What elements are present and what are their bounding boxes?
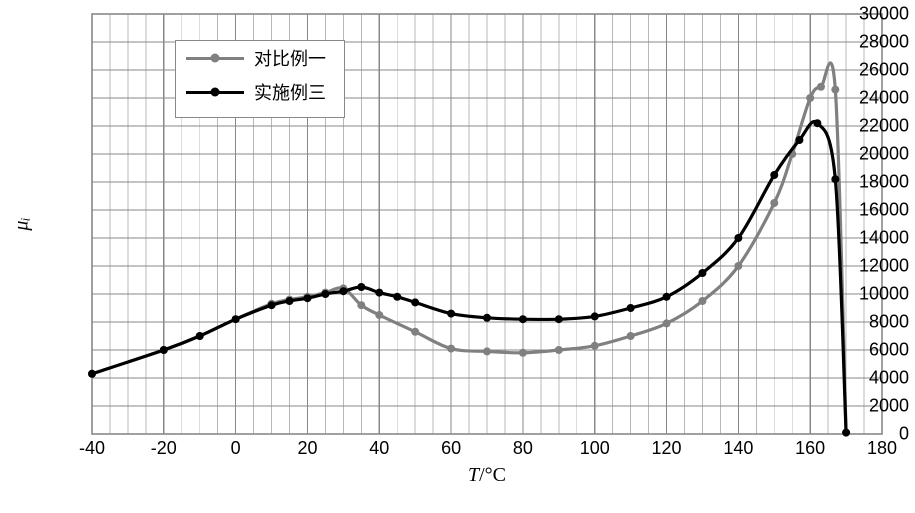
x-axis-unit: /°C: [479, 464, 506, 486]
legend-item-1: 对比例一: [176, 41, 344, 75]
x-tick-label: 100: [580, 438, 610, 459]
y-tick-label: 10000: [823, 284, 909, 305]
y-tick-label: 28000: [823, 32, 909, 53]
legend: 对比例一 实施例三: [175, 40, 345, 118]
legend-label-1: 对比例一: [254, 45, 326, 71]
x-tick-label: 60: [441, 438, 461, 459]
legend-item-2: 实施例三: [176, 75, 344, 109]
x-tick-label: -40: [79, 438, 105, 459]
x-tick-label: 0: [231, 438, 241, 459]
y-tick-label: 12000: [823, 256, 909, 277]
x-tick-label: 140: [723, 438, 753, 459]
x-tick-label: 40: [369, 438, 389, 459]
y-tick-label: 24000: [823, 88, 909, 109]
x-tick-label: 160: [795, 438, 825, 459]
legend-swatch-2: [186, 91, 244, 94]
plot-svg: [0, 0, 915, 513]
y-tick-label: 14000: [823, 228, 909, 249]
y-axis-title: μᵢ: [11, 217, 34, 230]
x-axis-title: T/°C: [468, 464, 506, 487]
y-tick-label: 18000: [823, 172, 909, 193]
x-tick-label: 20: [297, 438, 317, 459]
y-tick-label: 4000: [823, 368, 909, 389]
legend-swatch-1: [186, 57, 244, 60]
x-tick-label: 180: [867, 438, 897, 459]
chart-figure: 0 2000 4000 6000 8000 10000 12000 14000 16000 180…: [0, 0, 915, 513]
y-tick-label: 30000: [823, 4, 909, 25]
x-axis-var: T: [468, 464, 479, 486]
legend-label-2: 实施例三: [254, 79, 326, 105]
y-tick-label: 2000: [823, 396, 909, 417]
x-tick-label: -20: [151, 438, 177, 459]
y-tick-label: 16000: [823, 200, 909, 221]
x-tick-label: 80: [513, 438, 533, 459]
y-tick-label: 20000: [823, 144, 909, 165]
y-tick-label: 22000: [823, 116, 909, 137]
x-tick-label: 120: [652, 438, 682, 459]
y-tick-label: 26000: [823, 60, 909, 81]
y-tick-label: 6000: [823, 340, 909, 361]
y-tick-label: 8000: [823, 312, 909, 333]
